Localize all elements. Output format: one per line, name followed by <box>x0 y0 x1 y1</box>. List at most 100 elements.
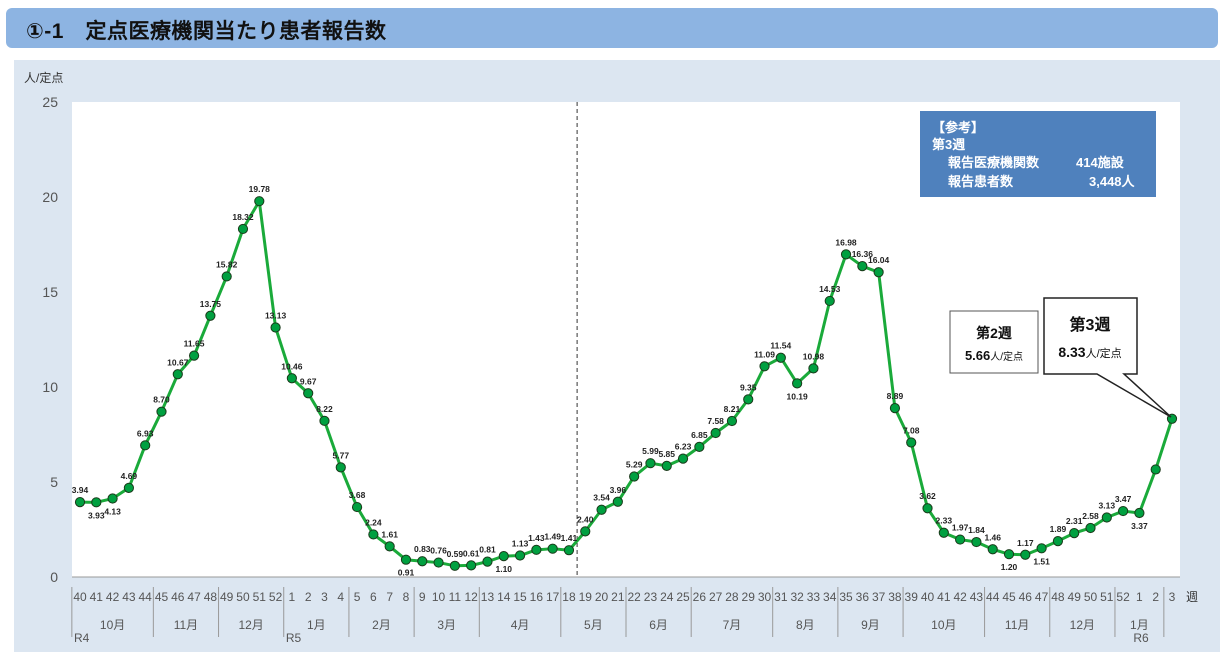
value-label: 6.93 <box>137 428 154 438</box>
callout-week3-value: 8.33 <box>1058 344 1085 360</box>
data-point <box>563 545 575 556</box>
y-tick-label: 0 <box>50 569 58 585</box>
data-point <box>221 271 232 282</box>
callout-week2-unit: 人/定点 <box>990 350 1023 363</box>
data-point <box>319 415 330 426</box>
value-label: 10.98 <box>803 351 825 361</box>
data-point <box>824 295 835 307</box>
x-tick-label: 42 <box>953 590 967 604</box>
value-label: 16.36 <box>852 249 874 259</box>
x-tick-label: 49 <box>1068 590 1082 604</box>
era-label: R4 <box>74 631 90 645</box>
x-tick-label: 2 <box>1152 590 1159 604</box>
value-label: 7.08 <box>903 425 920 435</box>
data-point <box>1036 543 1047 554</box>
data-point <box>743 394 754 405</box>
x-tick-label: 47 <box>1035 590 1049 604</box>
callout-week3-unit: 人/定点 <box>1086 346 1122 360</box>
data-point <box>645 458 656 469</box>
x-tick-label: 14 <box>497 590 511 604</box>
data-point <box>123 482 134 493</box>
value-label: 4.13 <box>104 507 121 517</box>
value-label: 0.81 <box>479 545 496 555</box>
x-tick-label: 52 <box>1116 590 1130 604</box>
x-tick-label: 43 <box>970 590 984 604</box>
data-point <box>449 560 460 571</box>
value-label: 1.17 <box>1017 538 1034 548</box>
y-tick-label: 15 <box>42 284 58 300</box>
x-axis: 40 41 42 43 44 45 46 47 48 49 50 51 52 1 2 3 4 5 6 7 8 9 10 11 1… <box>71 576 1180 645</box>
value-labels: 3.94 3.93 4.13 4.69 6.93 8.70 10.67 11.65 13.75 1… <box>72 184 1148 578</box>
page-title: ①-1 定点医療機関当たり患者報告数 <box>26 20 387 43</box>
month-label: 2月 <box>372 618 391 632</box>
reference-heading: 【参考】 <box>932 120 984 135</box>
value-label: 13.75 <box>200 299 222 309</box>
data-point <box>629 471 640 482</box>
value-label: 0.83 <box>414 544 431 554</box>
value-label: 1.41 <box>561 533 578 543</box>
value-label: 8.70 <box>153 395 170 405</box>
x-tick-label: 48 <box>1051 590 1065 604</box>
reference-row1-label: 報告医療機関数 <box>948 155 1040 170</box>
x-tick-label: 39 <box>905 590 919 604</box>
reference-row1-value: 414施設 <box>1076 155 1125 170</box>
value-label: 1.13 <box>512 539 529 549</box>
month-label: 7月 <box>723 618 742 632</box>
value-label: 10.46 <box>281 361 303 371</box>
callout-week3-title: 第3週 <box>1070 315 1111 334</box>
data-point <box>873 267 884 278</box>
data-point <box>351 501 363 513</box>
reference-row2-value: 3,448人 <box>1089 174 1136 189</box>
y-tick-label: 10 <box>42 379 58 395</box>
x-tick-label: 12 <box>464 590 478 604</box>
data-point <box>677 453 689 464</box>
y-axis-label: 人/定点 <box>24 70 63 85</box>
chart-panel: 人/定点 週 0 5 10 15 20 25 40 41 42 43 44 45 46 47 48 49 50… <box>14 60 1220 652</box>
value-label: 9.67 <box>300 376 317 386</box>
value-label: 0.61 <box>463 548 480 558</box>
month-label: 10月 <box>100 618 125 632</box>
value-label: 8.21 <box>724 404 741 414</box>
month-label: 6月 <box>649 618 668 632</box>
value-label: 16.98 <box>835 237 857 247</box>
y-tick-label: 20 <box>42 189 58 205</box>
data-point <box>840 249 852 260</box>
era-label: R5 <box>286 631 302 645</box>
data-point <box>531 544 542 555</box>
x-tick-label: 43 <box>122 590 136 604</box>
x-tick-label: 21 <box>611 590 625 604</box>
data-point <box>1003 549 1015 560</box>
value-label: 3.13 <box>1099 501 1116 511</box>
data-point <box>547 543 558 554</box>
data-point <box>270 322 281 333</box>
data-point <box>759 361 770 372</box>
data-point <box>482 556 493 567</box>
value-label: 1.89 <box>1050 524 1067 534</box>
data-point <box>368 529 379 540</box>
x-tick-label: 30 <box>758 590 772 604</box>
x-tick-label: 17 <box>546 590 560 604</box>
x-tick-label: 46 <box>1019 590 1033 604</box>
callout-week3: 第3週 8.33人/定点 <box>1043 297 1172 418</box>
data-point <box>254 196 265 207</box>
value-label: 19.78 <box>249 184 271 194</box>
value-label: 8.89 <box>887 391 904 401</box>
x-tick-label: 20 <box>595 590 609 604</box>
x-tick-label: 1 <box>289 590 296 604</box>
data-point <box>987 544 998 555</box>
value-label: 2.31 <box>1066 516 1083 526</box>
data-point <box>857 261 868 272</box>
value-label: 5.99 <box>642 446 659 456</box>
data-point <box>303 388 314 399</box>
value-label: 3.47 <box>1115 494 1132 504</box>
value-label: 1.49 <box>544 532 561 542</box>
data-point <box>955 534 966 545</box>
value-label: 1.10 <box>495 564 512 574</box>
value-label: 11.09 <box>754 349 775 359</box>
x-tick-label: 15 <box>513 590 527 604</box>
month-label: 11月 <box>174 618 198 632</box>
data-point <box>237 223 249 235</box>
x-tick-label: 6 <box>370 590 377 604</box>
value-label: 6.23 <box>675 442 692 452</box>
value-label: 6.85 <box>691 430 708 440</box>
